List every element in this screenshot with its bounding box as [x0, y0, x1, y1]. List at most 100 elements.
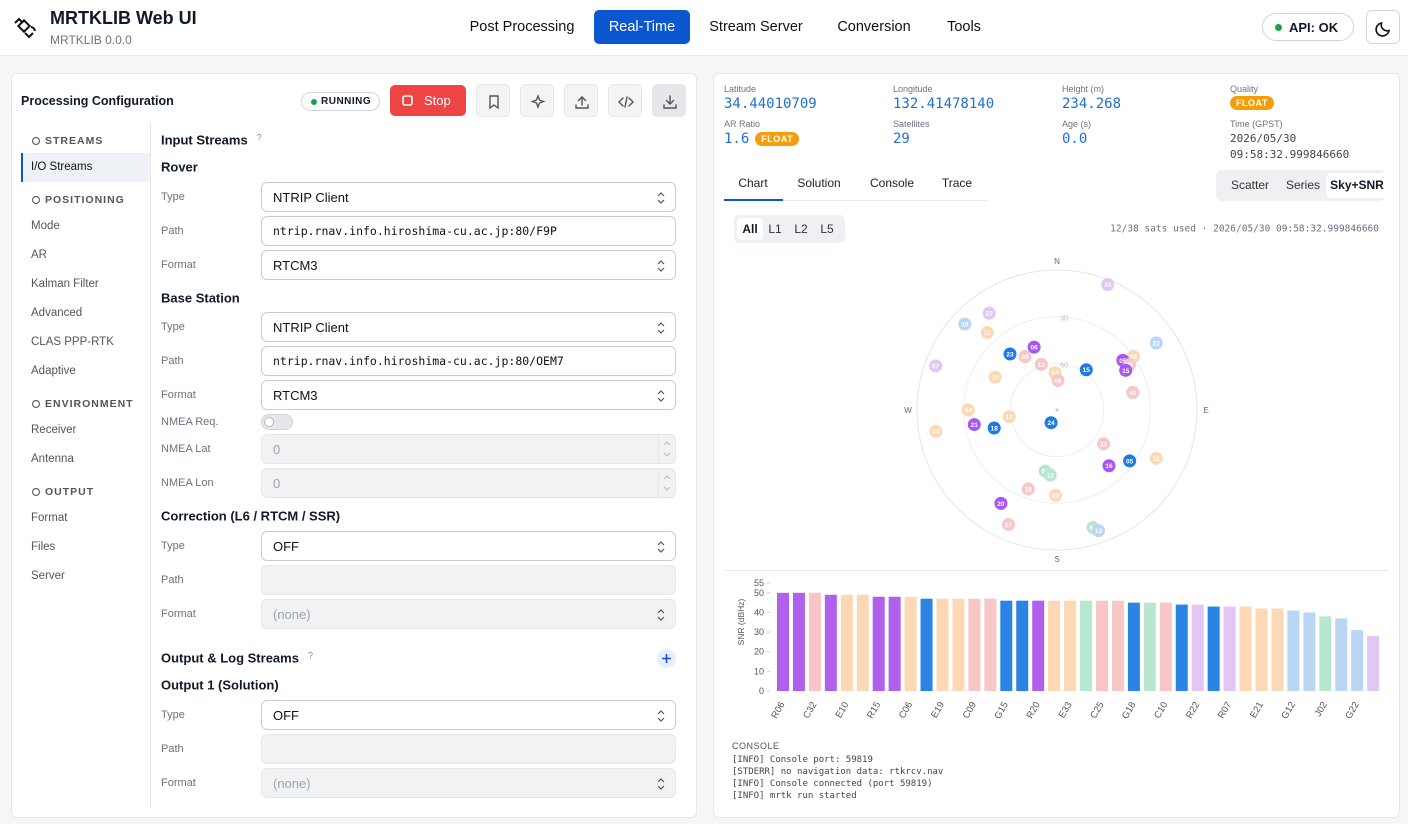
stat-value: 132.41478140: [893, 96, 995, 112]
stat-value-row: 234.268: [1062, 96, 1212, 112]
field-select[interactable]: NTRIP Client: [261, 182, 676, 212]
sidebar-item[interactable]: Files: [31, 541, 56, 553]
field-value: OFF: [273, 708, 299, 723]
field-label: Path: [161, 355, 184, 367]
bookmark-icon: [489, 95, 499, 110]
tab-underline: [724, 199, 783, 201]
stat-value-row: 132.41478140: [893, 96, 1043, 112]
nav-tab[interactable]: Conversion: [837, 19, 911, 35]
stat-value: 34.44010709: [724, 96, 817, 112]
nav-tab[interactable]: Post Processing: [469, 19, 575, 35]
field-label: Format: [161, 608, 196, 620]
sidebar-item[interactable]: Receiver: [31, 424, 77, 436]
band-option[interactable]: L5: [820, 222, 834, 236]
download-icon: [663, 95, 677, 109]
help-mark[interactable]: ?: [256, 132, 262, 143]
band-option[interactable]: All: [737, 218, 763, 240]
select-chevron: [657, 260, 665, 272]
app-version: MRTKLIB 0.0.0: [50, 33, 132, 47]
section-heading: Correction (L6 / RTCM / SSR): [161, 509, 340, 524]
console-line: [STDERR] no navigation data: rtkrcv.nav: [732, 767, 944, 777]
api-status[interactable]: API: OK: [1262, 13, 1354, 41]
field-input[interactable]: ntrip.rnav.info.hiroshima-cu.ac.jp:80/F9…: [261, 216, 676, 246]
field-input[interactable]: ntrip.rnav.info.hiroshima-cu.ac.jp:80/OE…: [261, 346, 676, 376]
field-disabled-select: (none): [261, 768, 676, 798]
sparkle-button[interactable]: [520, 84, 554, 117]
field-disabled-select: (none): [261, 599, 676, 629]
stat-value: 234.268: [1062, 96, 1122, 112]
field-value: (none): [273, 607, 311, 622]
toggle-knob: [264, 417, 274, 427]
spinner: [663, 475, 671, 491]
result-tab[interactable]: Trace: [941, 176, 973, 190]
select-chevron: [657, 609, 665, 621]
sidebar-item[interactable]: Kalman Filter: [31, 278, 99, 290]
stat-label: Latitude: [724, 84, 757, 94]
field-disabled: [261, 565, 676, 595]
code-button[interactable]: [608, 84, 642, 117]
stat-label: Age (s): [1062, 119, 1092, 129]
result-tab[interactable]: Console: [869, 176, 915, 190]
stat-value-row: 34.44010709: [724, 96, 874, 112]
field-select[interactable]: OFF: [261, 700, 676, 730]
sidebar-item[interactable]: Advanced: [31, 307, 83, 319]
nav-tab[interactable]: Tools: [947, 19, 981, 35]
spinner: [663, 441, 671, 457]
download-button[interactable]: [652, 84, 686, 117]
sidebar-heading: POSITIONING: [45, 194, 125, 206]
field-value: RTCM3: [273, 388, 318, 403]
field-value: (none): [273, 776, 311, 791]
sidebar-item[interactable]: AR: [31, 249, 47, 261]
sidebar-item[interactable]: Adaptive: [31, 365, 76, 377]
heading-text: Output & Log Streams: [161, 650, 299, 666]
sidebar-heading: OUTPUT: [45, 486, 95, 498]
quality-badge: FLOAT: [1230, 96, 1274, 110]
field-select[interactable]: RTCM3: [261, 380, 676, 410]
sidebar-item[interactable]: Mode: [31, 220, 60, 232]
header-bar: [0, 0, 1408, 56]
band-option[interactable]: L2: [794, 222, 808, 236]
sidebar-item[interactable]: Antenna: [31, 453, 74, 465]
heading-text: Base Station: [161, 290, 240, 306]
view-option[interactable]: Scatter: [1230, 178, 1269, 192]
add-button[interactable]: [657, 649, 676, 668]
console-line: [INFO] mrtk run started: [732, 791, 857, 801]
sidebar-item[interactable]: Format: [31, 512, 68, 524]
field-label: Type: [161, 540, 185, 552]
stat-label: Longitude: [893, 84, 933, 94]
stat-value: 0.0: [1062, 131, 1088, 147]
help-mark[interactable]: ?: [307, 650, 313, 661]
view-toggle: Scatter Series Sky+SNR: [1216, 170, 1388, 201]
stat-value-row: 29: [893, 131, 1043, 147]
result-tab[interactable]: Solution: [797, 176, 841, 190]
field-select[interactable]: OFF: [261, 531, 676, 561]
sidebar-divider: [150, 122, 151, 808]
nav-tab[interactable]: Real-Time: [594, 10, 690, 44]
field-select[interactable]: RTCM3: [261, 250, 676, 280]
upload-button[interactable]: [564, 84, 598, 117]
stat-value: 2026/05/30 09:58:32.999846660: [1230, 132, 1350, 161]
nav-tab[interactable]: Stream Server: [709, 19, 803, 35]
sidebar-item[interactable]: CLAS PPP-RTK: [31, 336, 114, 348]
theme-toggle[interactable]: [1366, 10, 1400, 44]
api-dot: [1275, 24, 1282, 31]
view-option[interactable]: Series: [1285, 178, 1320, 192]
band-filter: All L1 L2 L5: [734, 215, 845, 243]
sidebar-item[interactable]: I/O Streams: [31, 161, 93, 173]
view-option[interactable]: Sky+SNR: [1326, 173, 1388, 198]
toggle[interactable]: [261, 414, 293, 430]
quality-badge: FLOAT: [755, 132, 800, 146]
result-tab[interactable]: Chart: [738, 176, 768, 190]
stop-button[interactable]: Stop: [390, 85, 466, 116]
field-select[interactable]: NTRIP Client: [261, 312, 676, 342]
sidebar-item[interactable]: Server: [31, 570, 65, 582]
bookmark-button[interactable]: [476, 84, 510, 117]
field-number: 0: [261, 468, 676, 498]
moon-icon: [1375, 21, 1391, 37]
status-dot: [311, 99, 317, 105]
band-option[interactable]: L1: [768, 222, 782, 236]
stat-label: AR Ratio: [724, 119, 761, 129]
field-label: NMEA Lat: [161, 443, 211, 455]
section-icon: [31, 136, 41, 146]
